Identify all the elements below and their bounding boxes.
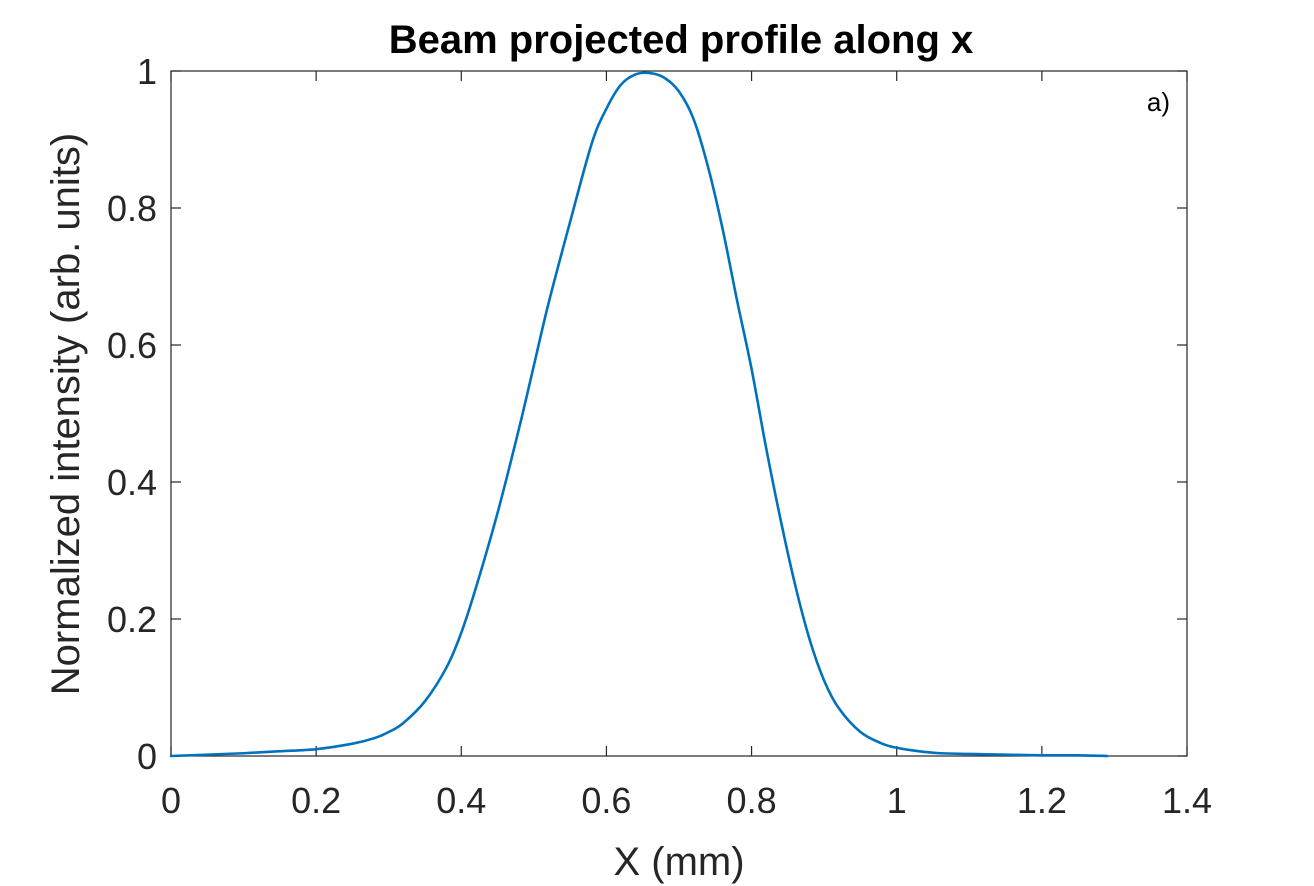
x-tick-label: 1.2 — [1017, 780, 1067, 821]
plot-frame — [170, 70, 1188, 757]
x-tick-label: 0.4 — [436, 780, 486, 821]
x-axis: 0 0.2 0.4 0.6 0.8 1 1.2 1.4 — [161, 71, 1212, 821]
y-tick-label: 0.4 — [107, 462, 157, 503]
y-tick-label: 0 — [137, 736, 157, 777]
x-tick-label: 0.8 — [727, 780, 777, 821]
y-axis-label: Normalized intensity (arb. units) — [44, 133, 88, 695]
x-tick-label: 0 — [161, 780, 181, 821]
chart-title: Beam projected profile along x — [389, 18, 974, 62]
x-tick-label: 0.2 — [291, 780, 341, 821]
series-line — [169, 71, 1109, 758]
y-tick-label: 0.2 — [107, 599, 157, 640]
x-tick-label: 1.4 — [1162, 780, 1212, 821]
series-layer — [169, 71, 1109, 758]
panel-annotation: a) — [1147, 87, 1170, 117]
y-tick-label: 1 — [137, 51, 157, 92]
x-tick-label: 0.6 — [581, 780, 631, 821]
y-tick-label: 0.8 — [107, 188, 157, 229]
x-axis-label: X (mm) — [613, 840, 744, 884]
y-axis: 0 0.2 0.4 0.6 0.8 1 — [107, 51, 1187, 777]
y-tick-label: 0.6 — [107, 325, 157, 366]
x-tick-label: 1 — [887, 780, 907, 821]
